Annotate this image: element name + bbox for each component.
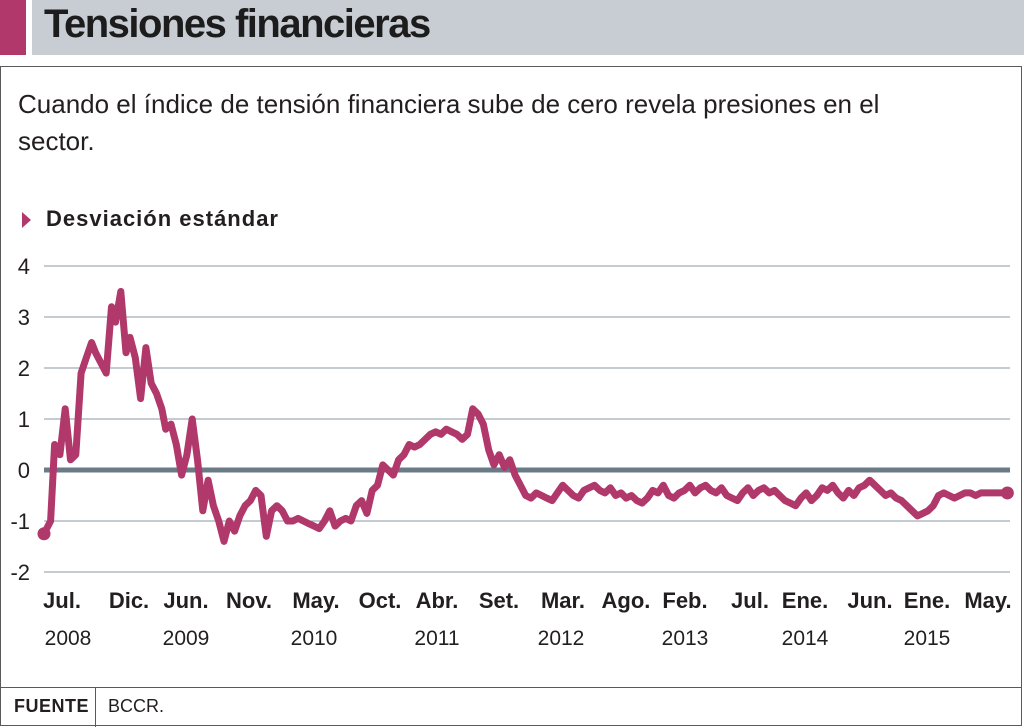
y-tick-label: 4 <box>18 254 30 279</box>
x-month-label: Ene. <box>782 588 828 613</box>
x-month-label: Ago. <box>602 588 651 613</box>
x-month-label: Jun. <box>847 588 892 613</box>
unit-arrow-icon <box>22 212 31 228</box>
title-bar: Tensiones financieras <box>32 0 1024 55</box>
x-year-label: 2013 <box>662 627 709 650</box>
source-row: FUENTE BCCR. <box>0 687 1022 727</box>
chart-subtitle: Cuando el índice de tensión financiera s… <box>18 89 880 156</box>
x-month-label: Ene. <box>904 588 950 613</box>
x-month-label: Dic. <box>109 588 149 613</box>
source-value: BCCR. <box>108 696 165 716</box>
line-chart: 4 3 2 1 0 -1 -2 Jul. Dic. Jun. Nov. May. Oct. Abr. Set… <box>10 254 1014 650</box>
source-key: FUENTE <box>14 696 89 716</box>
header-band: Tensiones financieras <box>0 0 1024 57</box>
source-divider <box>95 688 96 727</box>
y-tick-label: -2 <box>10 560 30 585</box>
x-year-label: 2015 <box>904 627 951 650</box>
chart-frame <box>0 66 1022 726</box>
y-tick-label: 0 <box>18 458 30 483</box>
x-month-label: May. <box>964 588 1011 613</box>
y-tick-label: 3 <box>18 305 30 330</box>
x-year-label: 2014 <box>782 627 829 650</box>
series-line <box>40 288 1011 545</box>
x-month-label: May. <box>292 588 339 613</box>
chart-title: Tensiones financieras <box>44 2 431 46</box>
y-tick-label: 2 <box>18 356 30 381</box>
unit-label: Desviación estándar <box>46 206 279 231</box>
header-accent-block <box>0 0 26 55</box>
x-year-label: 2009 <box>163 627 210 650</box>
x-year-label: 2010 <box>291 627 338 650</box>
x-month-label: Jun. <box>163 588 208 613</box>
x-month-label: Jul. <box>731 588 769 613</box>
x-month-label: Set. <box>479 588 519 613</box>
series-end-point <box>1000 486 1014 500</box>
x-year-label: 2011 <box>414 627 459 650</box>
x-month-label: Oct. <box>359 588 402 613</box>
y-tick-label: 1 <box>18 407 30 432</box>
x-month-label: Feb. <box>662 588 707 613</box>
x-month-label: Mar. <box>541 588 585 613</box>
x-month-label: Jul. <box>43 588 81 613</box>
x-month-label: Abr. <box>416 588 459 613</box>
x-month-label: Nov. <box>226 588 272 613</box>
x-year-label: 2012 <box>538 627 585 650</box>
series-start-point <box>37 527 51 541</box>
x-year-label: 2008 <box>45 627 92 650</box>
y-tick-label: -1 <box>10 509 30 534</box>
